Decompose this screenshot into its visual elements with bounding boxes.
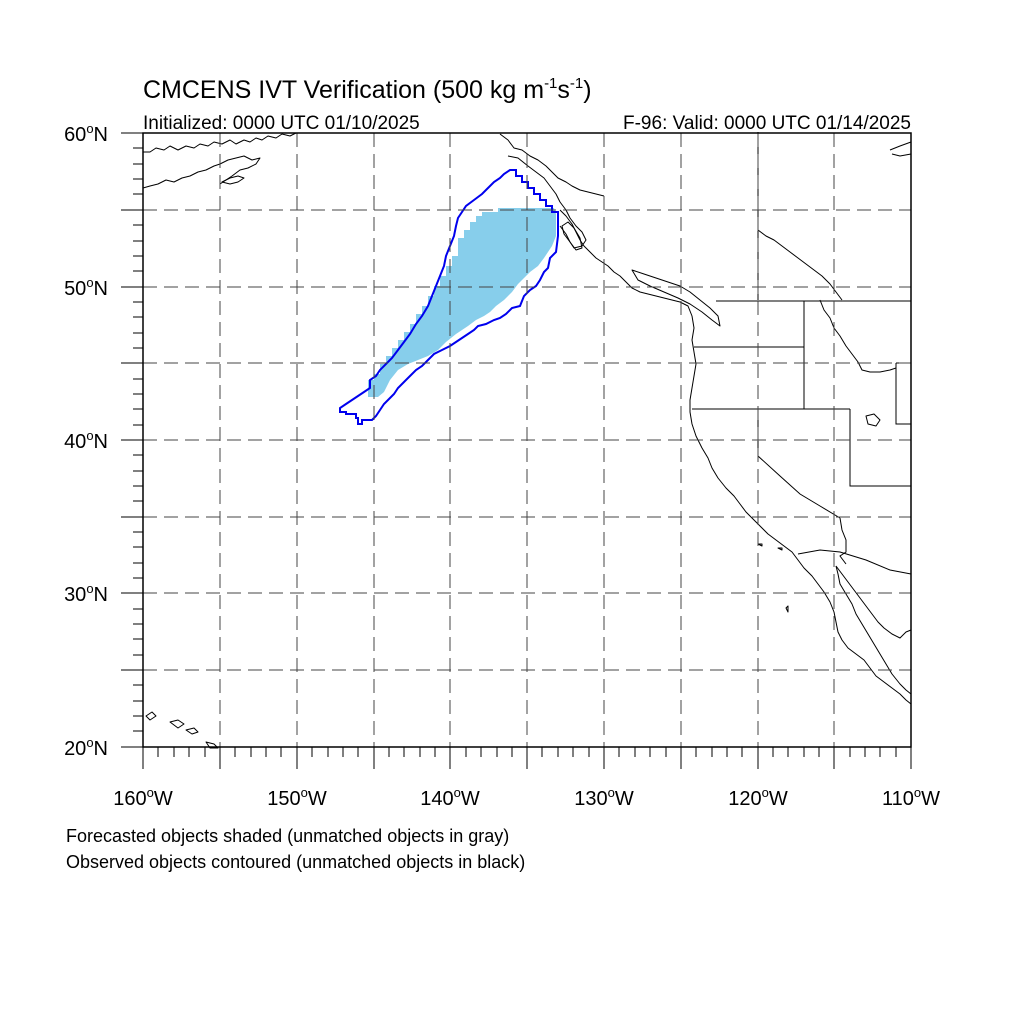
- lat-labels: 60oN 50oN 40oN 30oN 20oN: [64, 121, 108, 760]
- axis-ticks: [121, 132, 912, 769]
- lat-lon-grid: [143, 133, 911, 747]
- lon-labels: 160oW 150oW 140oW 130oW 120oW 110oW: [113, 785, 940, 810]
- lat-label-60: 60oN: [64, 121, 108, 146]
- lon-label-120w: 120oW: [728, 785, 788, 810]
- observed-object-contour: [339, 169, 559, 425]
- forecast-object: [368, 208, 556, 397]
- init-time-label: Initialized: 0000 UTC 01/10/2025: [143, 113, 420, 134]
- plot-title: CMCENS IVT Verification (500 kg m-1s-1): [143, 75, 592, 104]
- political-boundaries: [692, 300, 912, 575]
- lat-label-20: 20oN: [64, 735, 108, 760]
- lon-label-140w: 140oW: [420, 785, 480, 810]
- legend-forecast-note: Forecasted objects shaded (unmatched obj…: [66, 826, 510, 846]
- lat-label-50: 50oN: [64, 275, 108, 300]
- legend-observed-note: Observed objects contoured (unmatched ob…: [66, 852, 526, 872]
- lon-label-110w: 110oW: [882, 785, 940, 810]
- lon-label-150w: 150oW: [267, 785, 327, 810]
- lat-label-30: 30oN: [64, 581, 108, 606]
- valid-time-label: F-96: Valid: 0000 UTC 01/14/2025: [623, 113, 911, 134]
- lon-label-130w: 130oW: [574, 785, 634, 810]
- lon-label-160w: 160oW: [113, 785, 173, 810]
- lat-label-40: 40oN: [64, 428, 108, 453]
